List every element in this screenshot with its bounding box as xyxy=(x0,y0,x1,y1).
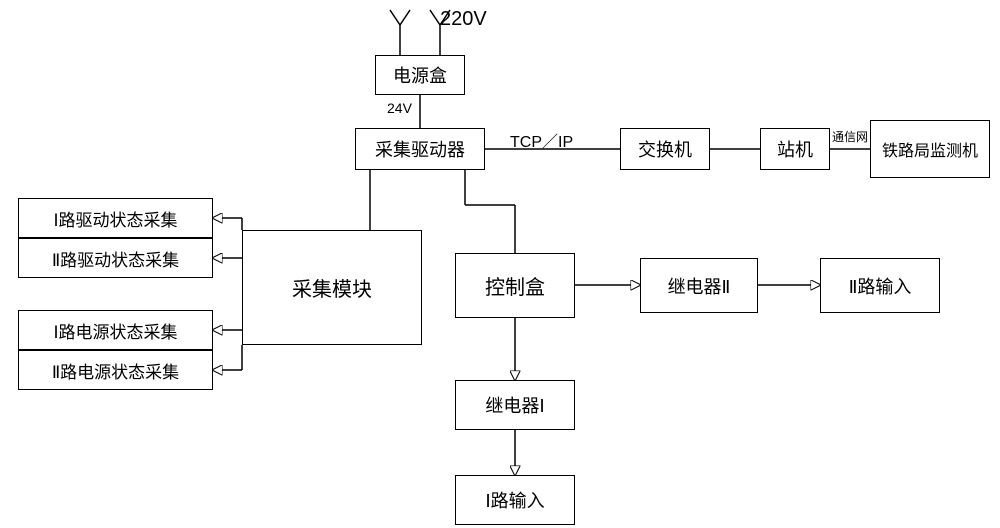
node-label: Ⅱ路电源状态采集 xyxy=(52,358,179,383)
node-label: 电源盒 xyxy=(393,62,447,88)
node-collect_mod: 采集模块 xyxy=(242,230,422,345)
node-relay2: 继电器Ⅱ xyxy=(640,258,758,313)
node-power_box: 电源盒 xyxy=(375,55,465,95)
node-label: 交换机 xyxy=(638,136,692,162)
node-station: 站机 xyxy=(760,128,830,170)
node-label: Ⅰ路电源状态采集 xyxy=(53,318,177,343)
node-label: 继电器Ⅰ xyxy=(485,392,544,418)
node-collector_drv: 采集驱动器 xyxy=(355,128,485,170)
node-label: 采集驱动器 xyxy=(375,136,465,162)
node-in2: Ⅱ路输入 xyxy=(820,258,940,313)
node-in1: Ⅰ路输入 xyxy=(455,475,575,525)
node-pwr1: Ⅰ路电源状态采集 xyxy=(18,310,213,350)
label-tcpip: TCP／IP xyxy=(510,128,573,152)
node-bureau: 铁路局监测机 xyxy=(870,120,990,178)
node-label: 继电器Ⅱ xyxy=(668,273,731,299)
node-label: Ⅱ路输入 xyxy=(849,273,912,299)
label-v220: 220V xyxy=(440,8,487,31)
node-label: Ⅰ路输入 xyxy=(485,487,544,513)
node-switch: 交换机 xyxy=(620,128,710,170)
node-label: 站机 xyxy=(777,136,813,162)
node-label: 铁路局监测机 xyxy=(882,137,978,161)
node-label: 控制盒 xyxy=(485,271,545,300)
node-label: Ⅱ路驱动状态采集 xyxy=(52,246,179,271)
node-drv2: Ⅱ路驱动状态采集 xyxy=(18,238,213,278)
label-comm: 通信网 xyxy=(832,128,868,145)
node-label: Ⅰ路驱动状态采集 xyxy=(53,206,177,231)
label-v24: 24V xyxy=(387,100,412,116)
node-pwr2: Ⅱ路电源状态采集 xyxy=(18,350,213,390)
node-control_box: 控制盒 xyxy=(455,253,575,318)
node-relay1: 继电器Ⅰ xyxy=(455,380,575,430)
node-label: 采集模块 xyxy=(292,273,372,302)
node-drv1: Ⅰ路驱动状态采集 xyxy=(18,198,213,238)
